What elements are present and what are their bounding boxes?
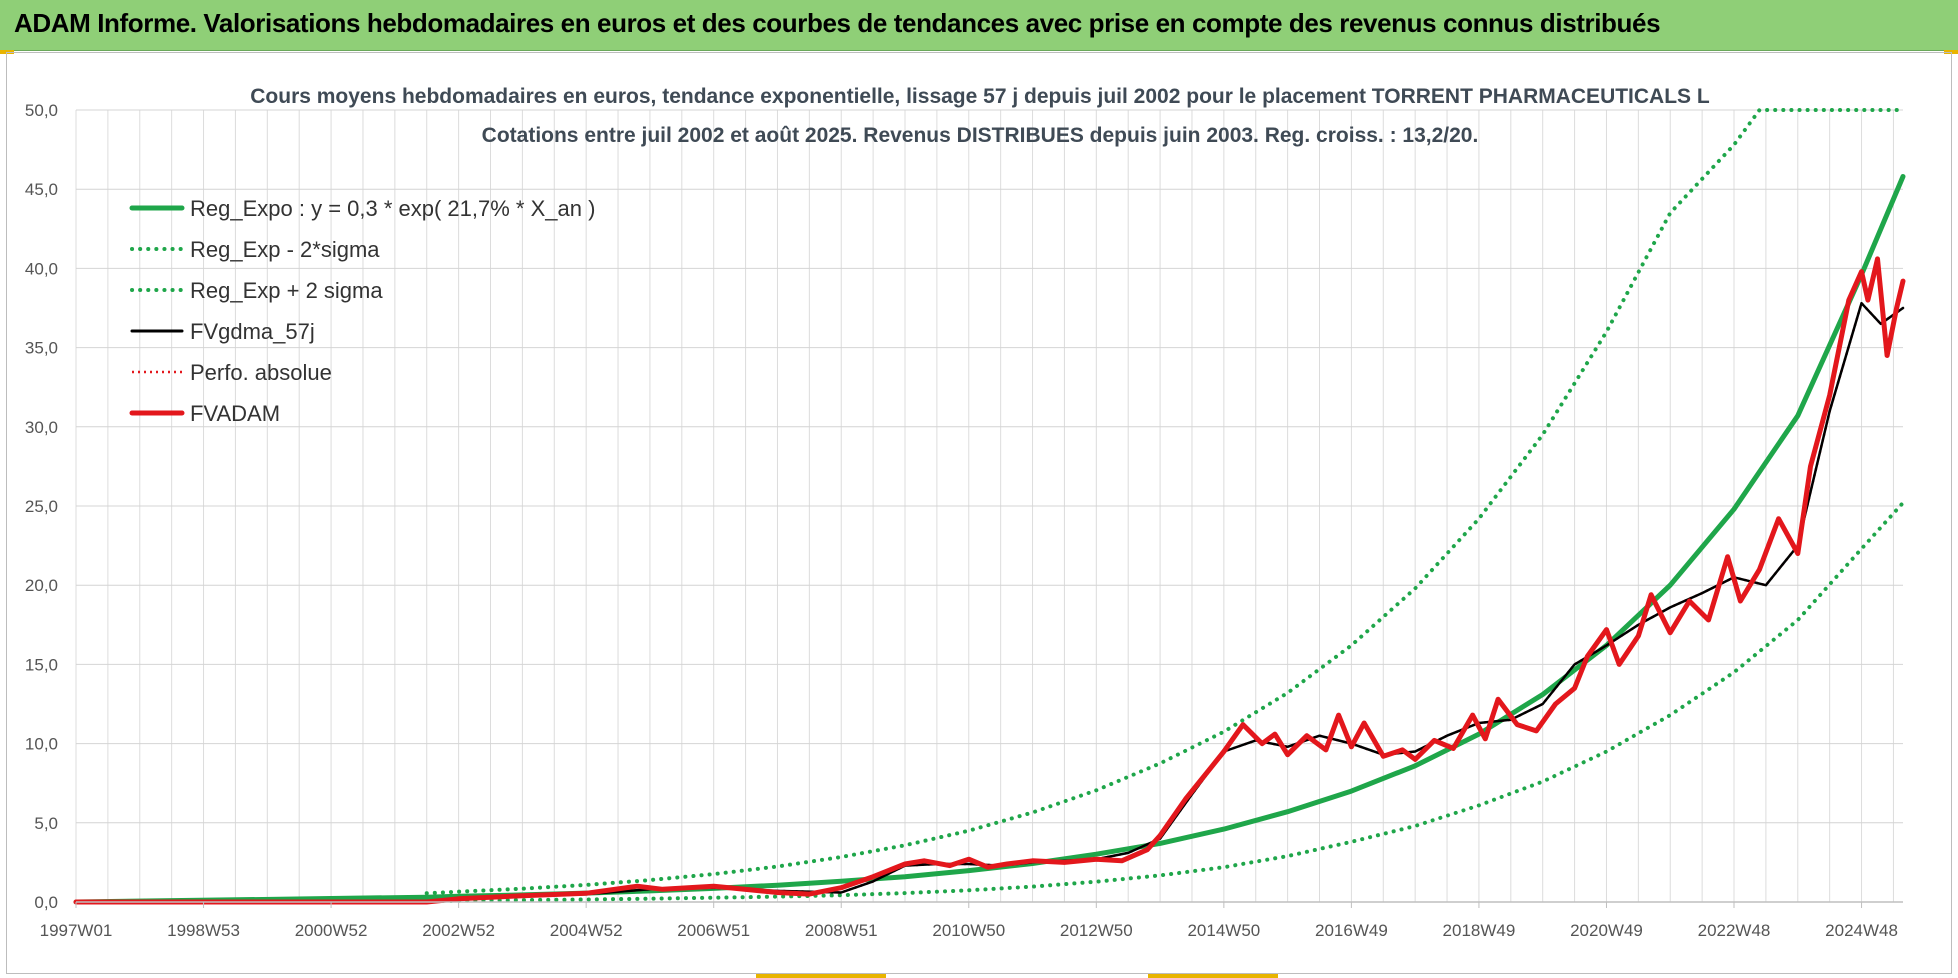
legend-label-3: FVgdma_57j	[190, 319, 315, 344]
legend: Reg_Expo : y = 0,3 * exp( 21,7% * X_an )…	[129, 196, 595, 426]
legend-label-4: Perfo. absolue	[190, 360, 332, 385]
gridlines	[75, 109, 1903, 903]
chart-title-line-1: Cours moyens hebdomadaires en euros, ten…	[250, 85, 1710, 108]
x-tick-label: 2010W50	[932, 921, 1005, 940]
y-tick-label: 25,0	[25, 497, 58, 516]
x-tick-label: 2018W49	[1443, 921, 1516, 940]
x-tick-label: 2000W52	[295, 921, 368, 940]
series-lines	[73, 108, 1906, 905]
y-tick-label: 0,0	[34, 893, 58, 912]
chart-title-line-2: Cotations entre juil 2002 et août 2025. …	[482, 124, 1479, 147]
corner-marker-bottom-right	[1148, 974, 1278, 978]
y-tick-label: 40,0	[25, 259, 58, 278]
chart-frame	[6, 52, 1952, 974]
x-tick-label: 2008W51	[805, 921, 878, 940]
x-tick-label: 2002W52	[422, 921, 495, 940]
x-tick-label: 2006W51	[677, 921, 750, 940]
series-line-3	[74, 301, 1905, 904]
corner-marker-bottom-left	[756, 974, 886, 978]
series-line-2	[424, 108, 1905, 896]
y-tick-label: 45,0	[25, 180, 58, 199]
y-tick-label: 15,0	[25, 655, 58, 674]
y-tick-label: 30,0	[25, 418, 58, 437]
axes: 0,0 5,0 10,0 15,0 20,0 25,0 30,0 35,0 40,0 45,0 50…	[25, 101, 1903, 940]
y-tick-label: 10,0	[25, 735, 58, 754]
banner: ADAM Informe. Valorisations hebdomadaire…	[0, 0, 1958, 51]
y-tick-label: 20,0	[25, 576, 58, 595]
x-tick-label: 2016W49	[1315, 921, 1388, 940]
legend-label-5: FVADAM	[190, 401, 280, 426]
x-tick-label: 2024W48	[1825, 921, 1898, 940]
legend-label-1: Reg_Exp - 2*sigma	[190, 237, 380, 262]
series-line-1	[424, 500, 1905, 904]
y-tick-label: 5,0	[34, 814, 58, 833]
banner-title: ADAM Informe. Valorisations hebdomadaire…	[14, 8, 1661, 38]
series-line-4	[76, 301, 1904, 904]
x-tick-label: 2012W50	[1060, 921, 1133, 940]
legend-label-0: Reg_Expo : y = 0,3 * exp( 21,7% * X_an )	[190, 196, 595, 221]
x-tick-label: 2004W52	[550, 921, 623, 940]
x-tick-label: 2022W48	[1698, 921, 1771, 940]
x-tick-label: 2014W50	[1187, 921, 1260, 940]
x-tick-label: 1997W01	[40, 921, 113, 940]
x-tick-label: 2020W49	[1570, 921, 1643, 940]
legend-label-2: Reg_Exp + 2 sigma	[190, 278, 383, 303]
y-tick-label: 35,0	[25, 339, 58, 358]
y-tick-label: 50,0	[25, 101, 58, 120]
series-line-5	[73, 256, 1906, 905]
x-tick-label: 1998W53	[167, 921, 240, 940]
